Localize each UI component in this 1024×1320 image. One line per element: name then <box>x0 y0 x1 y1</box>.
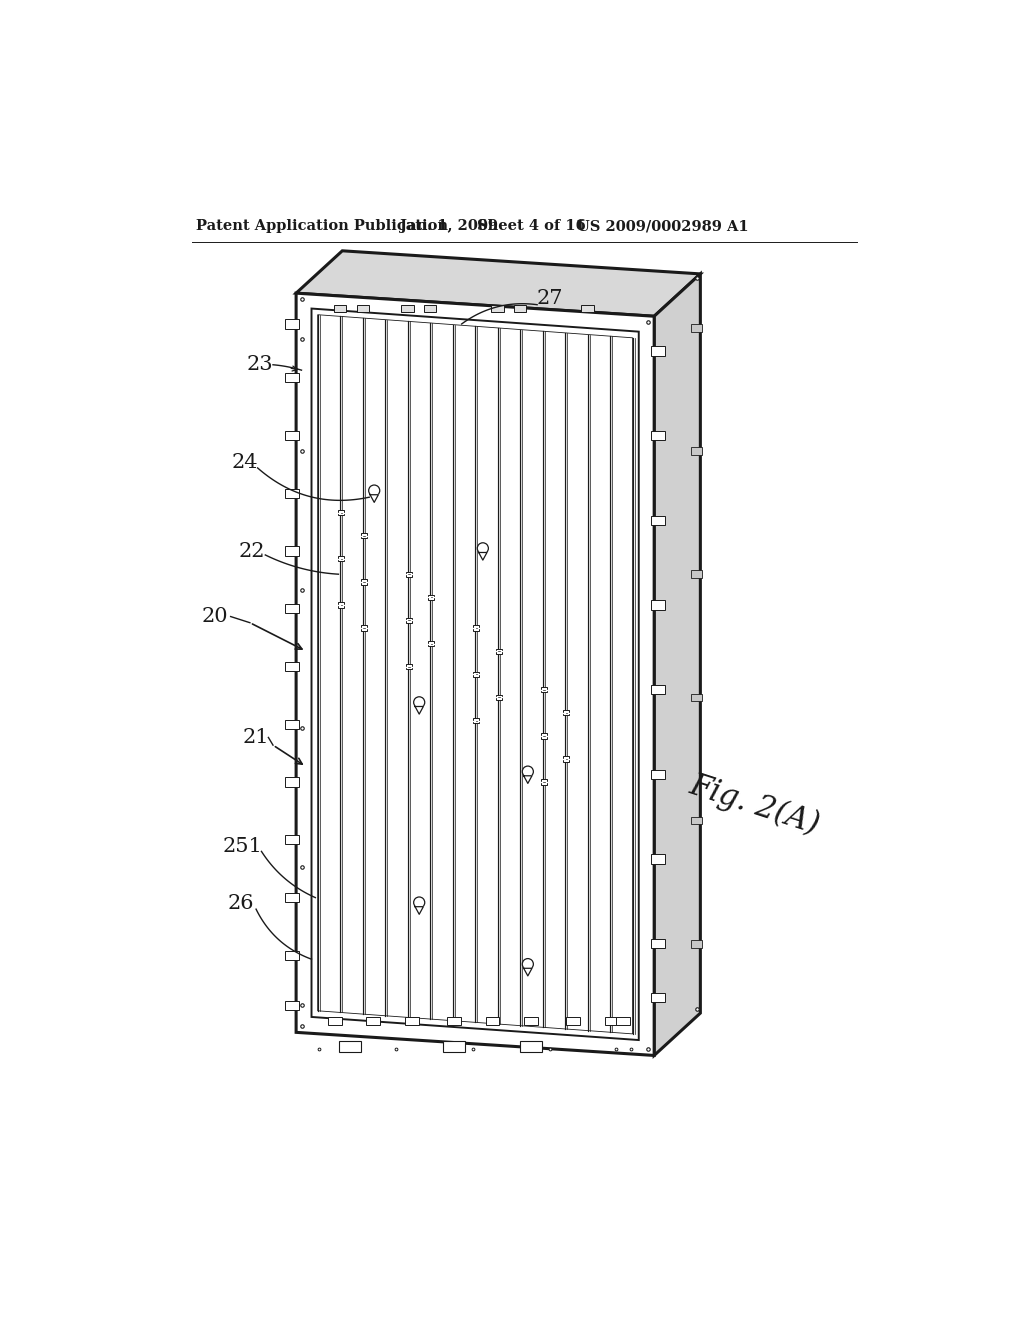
Text: Sheet 4 of 16: Sheet 4 of 16 <box>477 219 586 234</box>
Bar <box>286 605 299 614</box>
Ellipse shape <box>522 958 534 970</box>
Text: Patent Application Publication: Patent Application Publication <box>196 219 449 234</box>
Bar <box>485 1016 500 1024</box>
Polygon shape <box>311 309 639 1040</box>
Bar <box>428 640 434 647</box>
Bar <box>605 1016 618 1024</box>
Bar <box>496 648 502 653</box>
Bar <box>473 672 479 677</box>
Text: 251: 251 <box>222 837 262 855</box>
Bar <box>616 1016 631 1024</box>
Bar <box>406 664 412 669</box>
Bar <box>406 618 412 623</box>
Bar <box>563 756 569 762</box>
Polygon shape <box>415 706 423 714</box>
Ellipse shape <box>414 697 425 708</box>
Ellipse shape <box>369 484 380 496</box>
Polygon shape <box>523 969 532 975</box>
Bar <box>286 319 299 329</box>
Text: Jan. 1, 2009: Jan. 1, 2009 <box>400 219 498 234</box>
Text: 21: 21 <box>243 727 269 747</box>
Bar <box>473 718 479 723</box>
Bar <box>338 510 344 515</box>
Bar <box>514 305 526 313</box>
Bar <box>286 836 299 845</box>
Text: 26: 26 <box>227 894 254 913</box>
Bar <box>356 305 369 313</box>
Bar <box>651 346 665 355</box>
Bar <box>473 626 479 631</box>
Polygon shape <box>370 495 379 503</box>
Bar <box>286 777 299 787</box>
Bar <box>286 719 299 729</box>
Bar <box>524 1016 538 1024</box>
Bar <box>286 892 299 903</box>
Bar <box>520 1040 542 1052</box>
Bar <box>286 546 299 556</box>
Bar <box>691 817 701 825</box>
Bar <box>428 594 434 601</box>
Ellipse shape <box>477 543 488 554</box>
Bar <box>328 1016 342 1024</box>
Polygon shape <box>415 907 423 915</box>
Bar <box>406 572 412 577</box>
Ellipse shape <box>522 766 534 777</box>
Bar <box>360 533 367 539</box>
Polygon shape <box>478 553 487 560</box>
Text: 23: 23 <box>247 355 273 375</box>
Text: 24: 24 <box>231 453 258 473</box>
Polygon shape <box>296 251 700 317</box>
Bar <box>651 516 665 525</box>
Text: 27: 27 <box>537 289 563 308</box>
Bar <box>691 940 701 948</box>
Bar <box>651 940 665 948</box>
Bar <box>691 447 701 455</box>
Bar <box>651 601 665 610</box>
Bar <box>367 1016 380 1024</box>
Polygon shape <box>317 314 633 1034</box>
Polygon shape <box>654 275 700 1056</box>
Text: US 2009/0002989 A1: US 2009/0002989 A1 <box>578 219 749 234</box>
Bar <box>691 570 701 578</box>
Bar <box>563 710 569 715</box>
Bar <box>286 430 299 441</box>
Bar <box>492 305 504 313</box>
Bar <box>339 1040 360 1052</box>
Bar <box>286 1001 299 1010</box>
Bar <box>651 854 665 863</box>
Polygon shape <box>296 293 654 1056</box>
Bar <box>443 1040 465 1052</box>
Text: Fig. 2(A): Fig. 2(A) <box>685 770 823 841</box>
Bar <box>541 779 547 785</box>
Text: 20: 20 <box>202 607 228 626</box>
Bar <box>424 305 436 313</box>
Bar <box>582 305 594 313</box>
Bar <box>338 602 344 607</box>
Bar <box>691 693 701 701</box>
Bar <box>651 770 665 779</box>
Bar <box>360 626 367 631</box>
Bar <box>334 305 346 313</box>
Ellipse shape <box>414 898 425 908</box>
Bar <box>286 374 299 383</box>
Bar <box>401 305 414 313</box>
Bar <box>286 488 299 498</box>
Bar <box>651 430 665 441</box>
Bar <box>404 1016 419 1024</box>
Bar <box>338 556 344 561</box>
Bar <box>691 323 701 331</box>
Bar <box>447 1016 461 1024</box>
Text: 22: 22 <box>239 541 265 561</box>
Bar <box>286 663 299 671</box>
Bar <box>651 685 665 694</box>
Bar <box>541 733 547 739</box>
Bar <box>566 1016 581 1024</box>
Bar <box>360 579 367 585</box>
Bar <box>651 993 665 1002</box>
Bar <box>286 950 299 960</box>
Bar <box>496 694 502 700</box>
Polygon shape <box>523 776 532 783</box>
Bar <box>541 686 547 693</box>
